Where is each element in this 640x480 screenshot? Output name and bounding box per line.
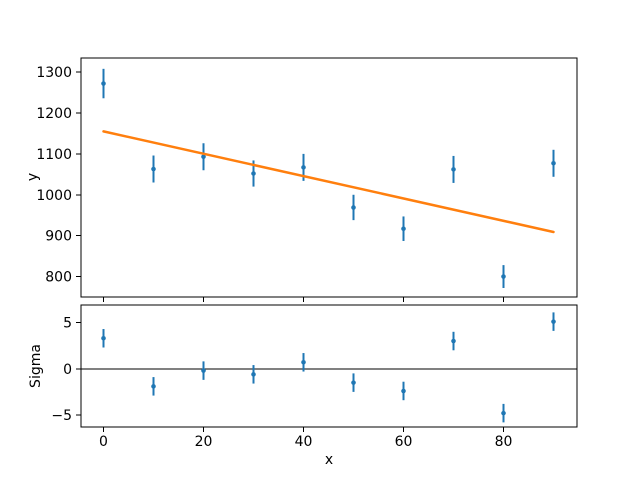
- main-plot-data-point: [151, 166, 156, 172]
- main-plot-y-tick-label: 800: [45, 270, 72, 286]
- residual-plot-x-tick-label: 20: [195, 434, 213, 450]
- main-plot-data-point: [251, 171, 256, 176]
- residual-plot-data-point: [501, 410, 506, 416]
- residual-plot-y-tick-label: 0: [63, 362, 72, 378]
- main-plot-data-point: [551, 160, 556, 166]
- main-plot-data-point: [351, 205, 356, 210]
- main-plot-y-tick-label: 900: [45, 229, 72, 245]
- main-plot-y-tick-label: 1000: [36, 188, 72, 204]
- residual-plot-data-point: [351, 380, 356, 385]
- main-plot: 800 900 1000 1100 1200 1300: [36, 57, 578, 302]
- main-plot-y-tick-label: 1100: [36, 147, 72, 163]
- main-plot-data-point: [301, 165, 306, 170]
- residual-plot-data-point: [251, 372, 256, 377]
- residual-plot-data-point: [201, 368, 206, 373]
- residual-plot-y-tick-label: −5: [51, 408, 72, 424]
- residual-plot-data-point: [301, 360, 306, 365]
- main-plot-ylabel: y: [25, 172, 41, 182]
- residual-plot-data-point: [401, 388, 406, 394]
- main-plot-y-tick-label: 1300: [36, 65, 72, 81]
- main-plot-data-point: [501, 274, 506, 279]
- residual-plot-data-point: [451, 338, 456, 344]
- residual-plot-y-tick-label: 5: [63, 316, 72, 332]
- residual-plot-x-tick-label: 80: [495, 434, 513, 450]
- main-plot-data-point: [201, 154, 206, 160]
- main-plot-frame: [80, 57, 578, 298]
- main-plot-data-point: [101, 81, 106, 86]
- residual-plot-x-tick-label: 60: [395, 434, 413, 450]
- main-plot-data-point: [401, 226, 406, 232]
- residual-plot-frame: [80, 304, 578, 428]
- residual-plot-data-point: [101, 335, 106, 341]
- main-plot-data-point: [451, 167, 456, 172]
- main-plot-fit-line: [102, 130, 555, 234]
- residual-plot-data-point: [151, 384, 156, 389]
- residual-plot-data-point: [551, 319, 556, 324]
- xaxis-label: x: [324, 452, 334, 468]
- residual-plot-x-tick-label: 0: [99, 434, 108, 450]
- residual-plot-ylabel: Sigma: [28, 344, 44, 388]
- residual-plot: −5 0 5 0 20 40 60 80: [51, 304, 578, 450]
- main-plot-y-tick-label: 1200: [36, 106, 72, 122]
- residual-plot-x-tick-label: 40: [295, 434, 313, 450]
